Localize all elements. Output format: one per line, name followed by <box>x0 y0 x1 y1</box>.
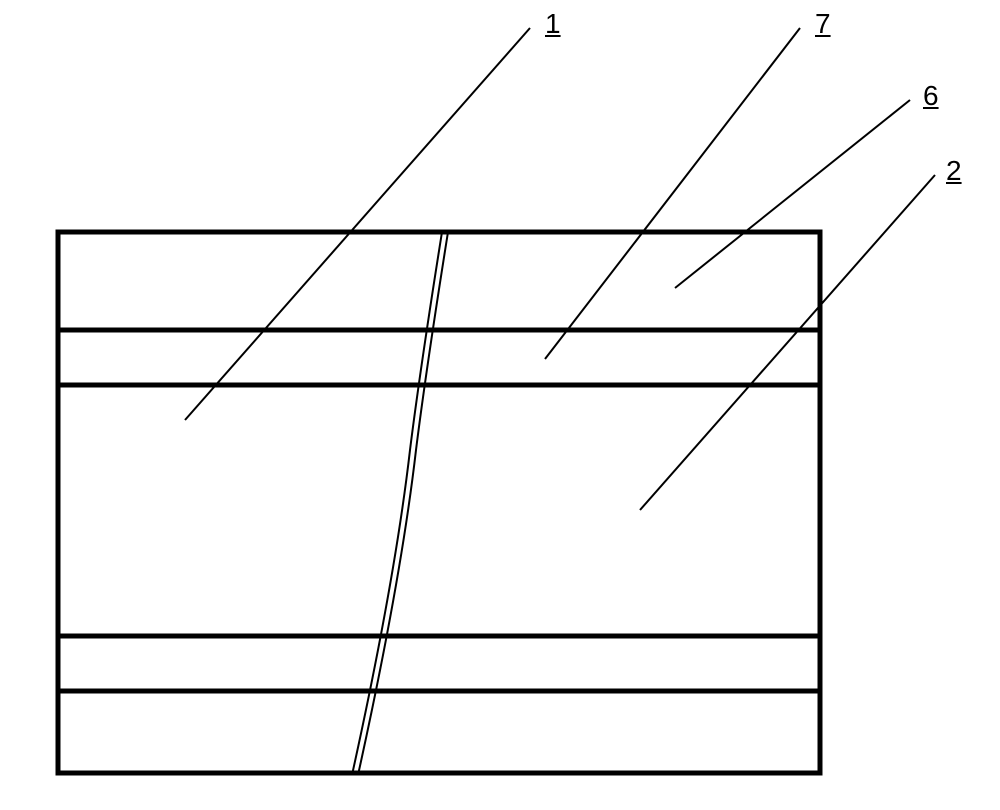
leader-line <box>675 100 910 288</box>
callout-label-7: 7 <box>815 8 831 40</box>
callout-label-1: 1 <box>545 8 561 40</box>
leader-line <box>640 175 935 510</box>
diagram-container: 1762 <box>0 0 1000 805</box>
break-curve <box>352 232 448 775</box>
horizontal-dividers <box>58 330 820 691</box>
break-curve-path <box>352 232 442 775</box>
leader-line <box>185 28 530 420</box>
diagram-svg <box>0 0 1000 805</box>
callout-label-2: 2 <box>946 155 962 187</box>
leader-line <box>545 28 800 359</box>
callout-label-6: 6 <box>923 80 939 112</box>
